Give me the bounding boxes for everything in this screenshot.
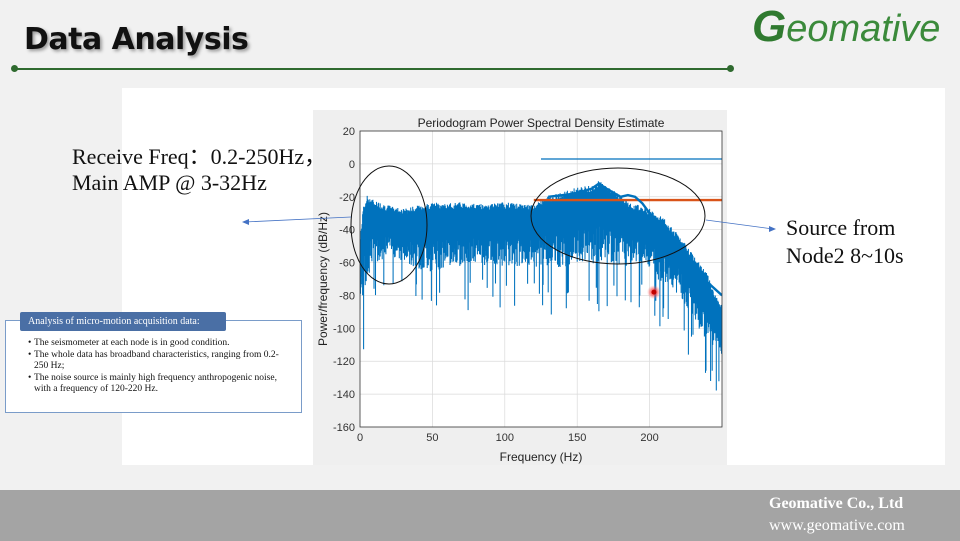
x-tick-label: 150 xyxy=(568,432,586,444)
y-tick-labels: 20 0 -20 -40 -60 -80 -100 -120 -140 -160 xyxy=(333,126,355,434)
analysis-item: The whole data has broadband characteris… xyxy=(28,350,293,372)
x-tick-label: 200 xyxy=(640,432,658,444)
high-freq-highlight-ellipse xyxy=(530,167,706,265)
plot-frame xyxy=(359,130,723,428)
y-tick-label: -120 xyxy=(333,356,355,368)
y-tick-label: -60 xyxy=(339,258,355,270)
footer-company: Geomative Co., Ltd xyxy=(769,495,904,512)
x-tick-label: 50 xyxy=(426,432,438,444)
right-arrow-head xyxy=(769,226,776,232)
logo-text: eomative xyxy=(786,8,941,50)
footer-bar xyxy=(0,490,960,541)
analysis-list: The seismometer at each node is in good … xyxy=(28,338,293,396)
x-tick-label: 100 xyxy=(496,432,514,444)
low-freq-highlight-ellipse xyxy=(350,165,428,285)
underline-dot-left xyxy=(11,65,18,72)
underline-dot-right xyxy=(727,65,734,72)
x-axis-label: Frequency (Hz) xyxy=(500,450,583,464)
y-tick-label: -160 xyxy=(333,422,355,434)
y-axis-label: Power/frequency (dB/Hz) xyxy=(316,212,330,346)
logo-initial: G xyxy=(752,2,787,51)
y-tick-label: -100 xyxy=(333,323,355,335)
analysis-item: The noise source is mainly high frequenc… xyxy=(28,373,293,395)
receive-freq-annotation: Receive Freq：0.2-250Hz， Main AMP @ 3-32H… xyxy=(72,144,326,196)
analysis-box-heading: Analysis of micro-motion acquisition dat… xyxy=(20,312,226,331)
source-line-2: Node2 8~10s xyxy=(786,243,904,268)
x-tick-label: 0 xyxy=(357,432,363,444)
node2-source-curve xyxy=(548,182,722,297)
receive-freq-line: Receive Freq：0.2-250Hz， xyxy=(72,144,327,169)
left-annotation-arrow xyxy=(244,216,352,223)
pointer-marker xyxy=(651,289,657,295)
footer-text: Geomative Co., Ltd www.geomative.com xyxy=(769,493,905,537)
chart-title: Periodogram Power Spectral Density Estim… xyxy=(418,116,665,130)
source-annotation: Source from Node2 8~10s xyxy=(786,214,904,270)
left-arrow-head xyxy=(242,219,249,225)
y-tick-label: 0 xyxy=(349,159,355,171)
y-tick-label: -20 xyxy=(339,192,355,204)
psd-band xyxy=(360,181,722,391)
page-title: Data Analysis xyxy=(24,22,249,57)
psd-series xyxy=(360,158,722,391)
source-line-1: Source from xyxy=(786,215,896,240)
right-annotation-arrow xyxy=(705,219,774,230)
analysis-item: The seismometer at each node is in good … xyxy=(28,338,293,349)
y-tick-label: -40 xyxy=(339,225,355,237)
main-amp-line: Main AMP @ 3-32Hz xyxy=(72,170,267,195)
y-tick-label: 20 xyxy=(343,126,355,138)
footer-url: www.geomative.com xyxy=(769,517,905,534)
faint-text-smudge xyxy=(784,270,786,277)
company-logo: Geomative xyxy=(752,2,940,52)
y-tick-label: -140 xyxy=(333,389,355,401)
x-tick-labels: 0 50 100 150 200 xyxy=(357,432,659,444)
title-underline xyxy=(14,68,730,70)
plot-area xyxy=(360,131,722,427)
y-tick-label: -80 xyxy=(339,290,355,302)
